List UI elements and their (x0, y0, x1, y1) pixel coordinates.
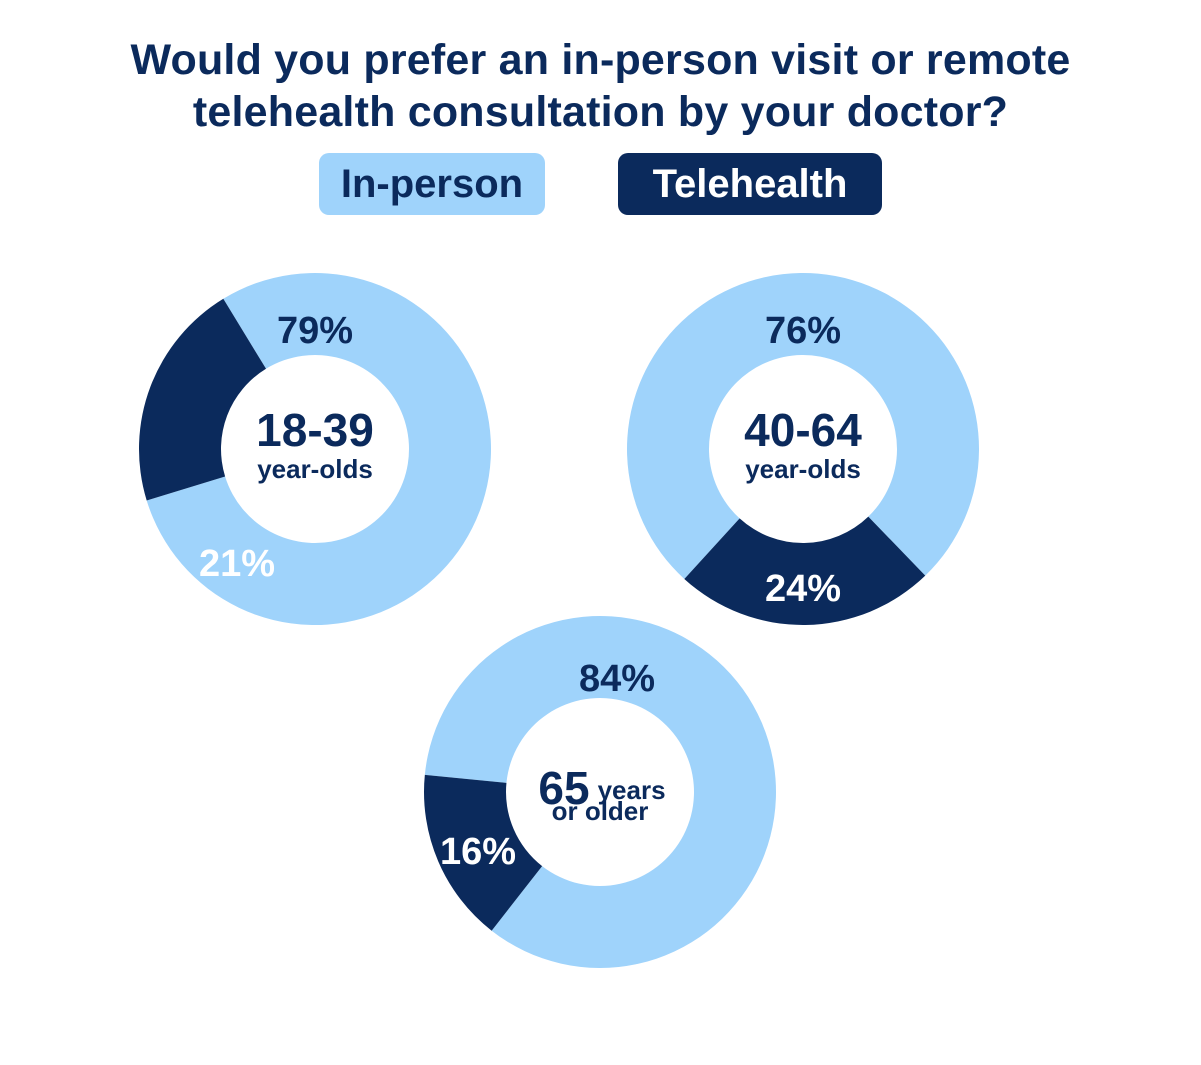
slice-in-person (146, 273, 491, 625)
label-in-person-pct: 79% (277, 310, 353, 352)
center-label-sub: or older (552, 796, 649, 826)
slice-telehealth (684, 516, 926, 625)
label-in-person-pct: 76% (765, 310, 841, 352)
center-label-sub: year-olds (257, 454, 373, 484)
label-telehealth-pct: 24% (765, 568, 841, 610)
center-label-sub: year-olds (745, 454, 861, 484)
legend-in-person: In-person (319, 153, 545, 215)
title-line-1: Would you prefer an in-person visit or r… (130, 36, 1071, 84)
slice-in-person (424, 616, 776, 968)
label-telehealth-pct: 21% (199, 543, 275, 585)
center-label-main: 40-64 (744, 404, 862, 456)
legend-telehealth: Telehealth (618, 153, 882, 215)
center-label-main: 18-39 (256, 404, 374, 456)
slice-in-person (627, 273, 979, 579)
chart-title: Would you prefer an in-person visit or r… (0, 34, 1201, 138)
title-line-2: telehealth consultation by your doctor? (192, 88, 1009, 136)
label-in-person-pct: 84% (579, 658, 655, 700)
center-label-main: 65 years (538, 762, 665, 814)
label-telehealth-pct: 16% (440, 831, 516, 873)
slice-telehealth (424, 774, 543, 931)
slice-telehealth (139, 298, 267, 501)
